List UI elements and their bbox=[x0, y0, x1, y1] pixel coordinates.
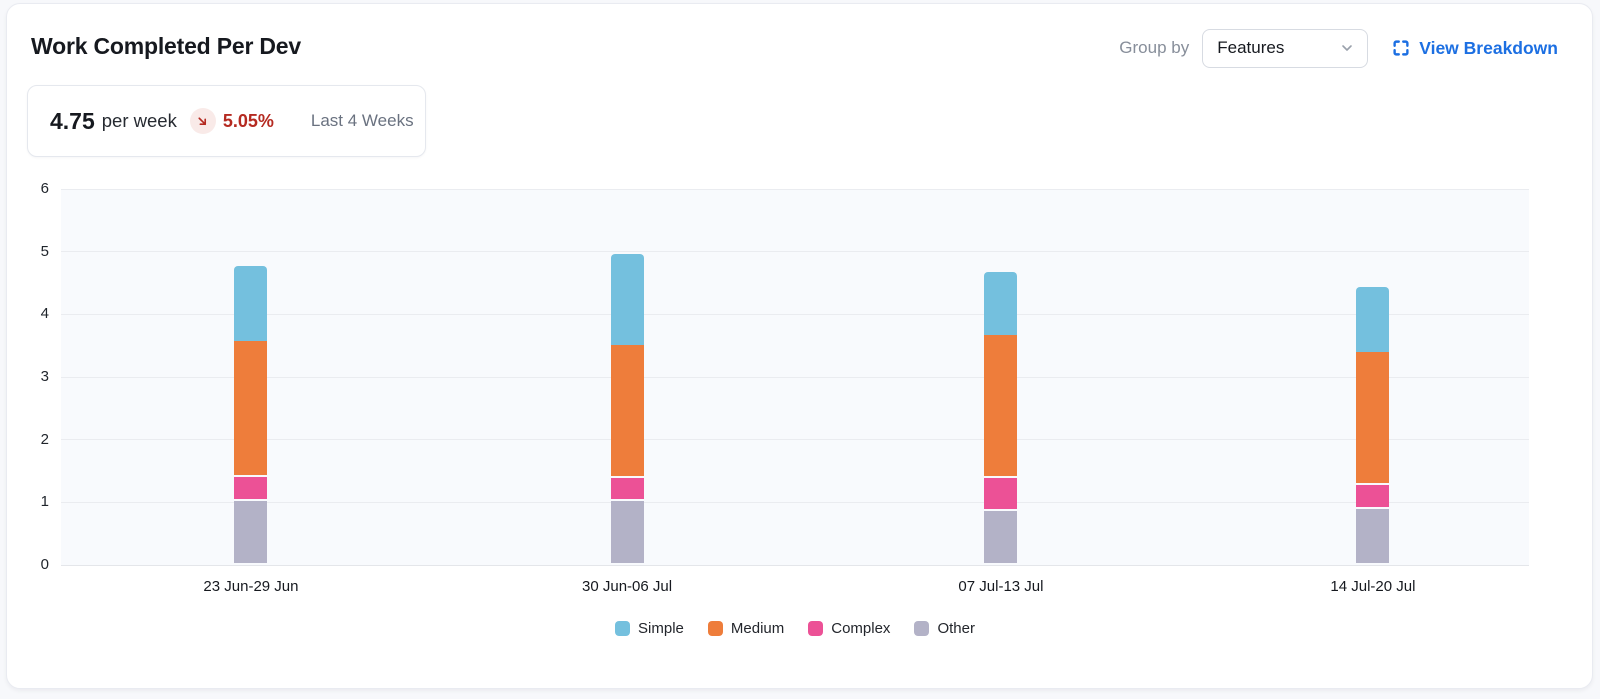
y-axis-tick-label: 0 bbox=[40, 556, 49, 573]
page-title: Work Completed Per Dev bbox=[31, 33, 301, 59]
bar-segment-simple[interactable] bbox=[1356, 286, 1390, 352]
legend-item-medium[interactable]: Medium bbox=[707, 620, 785, 637]
bar-segment-other[interactable] bbox=[1356, 508, 1390, 563]
legend-swatch-complex bbox=[808, 621, 824, 636]
bar-segment-simple[interactable] bbox=[984, 271, 1018, 335]
bar-segment-other[interactable] bbox=[610, 501, 644, 563]
bar-segment-complex[interactable] bbox=[1356, 485, 1390, 507]
y-axis-tick-label: 6 bbox=[40, 180, 49, 197]
chevron-down-icon bbox=[1342, 45, 1353, 51]
legend-item-other[interactable]: Other bbox=[914, 620, 975, 637]
bar-segment-complex[interactable] bbox=[234, 476, 268, 500]
x-axis-tick-label: 30 Jun-06 Jul bbox=[582, 578, 673, 595]
gridline bbox=[61, 439, 1529, 441]
bar-segment-medium[interactable] bbox=[234, 340, 268, 475]
bar-segment-complex[interactable] bbox=[610, 477, 644, 500]
view-breakdown-button[interactable]: View Breakdown bbox=[1392, 38, 1558, 59]
gridline bbox=[61, 313, 1529, 315]
bar-segment-other[interactable] bbox=[984, 511, 1018, 563]
summary-stat-card: 4.75 per week 5.05% Last 4 Weeks bbox=[27, 85, 426, 157]
gridline bbox=[61, 564, 1529, 566]
stat-period: Last 4 Weeks bbox=[310, 111, 414, 130]
trend-down-badge bbox=[189, 108, 216, 134]
gridline bbox=[61, 376, 1529, 378]
view-breakdown-label: View Breakdown bbox=[1419, 37, 1558, 58]
x-axis-tick-label: 23 Jun-29 Jun bbox=[203, 578, 299, 595]
gridline bbox=[61, 188, 1529, 190]
legend-swatch-other bbox=[914, 621, 930, 636]
stat-delta: 5.05% bbox=[222, 110, 274, 131]
y-axis-tick-label: 5 bbox=[40, 242, 49, 260]
legend-label: Simple bbox=[638, 620, 684, 637]
legend-swatch-simple bbox=[615, 621, 631, 636]
legend-label: Other bbox=[937, 620, 975, 637]
y-axis-tick-label: 2 bbox=[40, 430, 49, 448]
bar-segment-medium[interactable] bbox=[984, 335, 1018, 476]
gridline bbox=[61, 501, 1529, 503]
stat-unit: per week bbox=[101, 110, 177, 131]
header-controls: Group by Features View Breakdown bbox=[1119, 28, 1558, 68]
y-axis-tick-label: 4 bbox=[40, 305, 49, 323]
legend-item-simple[interactable]: Simple bbox=[615, 620, 684, 637]
bar-segment-complex[interactable] bbox=[984, 477, 1018, 510]
group-by-label: Group by bbox=[1119, 38, 1190, 57]
y-axis-tick-label: 1 bbox=[40, 493, 49, 511]
bar-segment-other[interactable] bbox=[234, 501, 268, 563]
gridline bbox=[61, 251, 1529, 253]
legend-swatch-medium bbox=[707, 621, 723, 636]
legend-label: Complex bbox=[831, 620, 891, 637]
group-by-selected-value: Features bbox=[1217, 38, 1285, 57]
plot-area-background bbox=[61, 189, 1529, 565]
bar-segment-simple[interactable] bbox=[234, 266, 268, 341]
x-axis-tick-label: 07 Jul-13 Jul bbox=[958, 578, 1044, 595]
arrow-down-right-icon bbox=[198, 116, 207, 125]
expand-icon bbox=[1393, 40, 1409, 56]
work-completed-card: Work Completed Per Dev Group by Features… bbox=[6, 3, 1593, 689]
chart-legend: Simple Medium Complex Other bbox=[61, 620, 1529, 637]
bar-segment-simple[interactable] bbox=[610, 254, 644, 346]
group-by-select[interactable]: Features bbox=[1202, 28, 1369, 68]
legend-item-complex[interactable]: Complex bbox=[808, 620, 890, 637]
bar-segment-medium[interactable] bbox=[610, 345, 644, 476]
legend-label: Medium bbox=[730, 620, 785, 637]
x-axis-tick-label: 14 Jul-20 Jul bbox=[1330, 578, 1416, 595]
stat-value: 4.75 bbox=[50, 107, 95, 134]
y-axis-tick-label: 3 bbox=[40, 368, 49, 385]
bar-segment-medium[interactable] bbox=[1356, 351, 1390, 484]
